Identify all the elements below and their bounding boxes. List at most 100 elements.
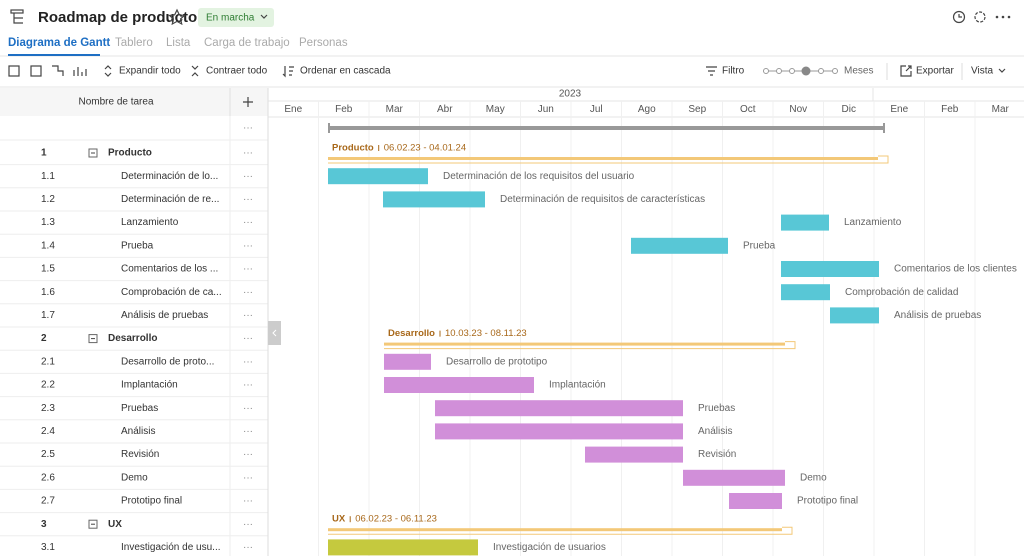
task-bar[interactable] — [328, 168, 428, 185]
filter[interactable]: Filtro — [722, 66, 745, 77]
row-menu[interactable]: ··· — [243, 171, 253, 182]
export[interactable]: Exportar — [916, 66, 954, 77]
task-name[interactable]: Implantación — [121, 380, 178, 391]
more-dot[interactable] — [1001, 15, 1005, 19]
zoom-step[interactable] — [789, 68, 795, 74]
row-menu[interactable]: ··· — [243, 287, 253, 298]
task-name[interactable]: Análisis — [121, 426, 155, 437]
group-name[interactable]: UX — [108, 519, 122, 530]
row-menu[interactable]: ··· — [243, 426, 253, 437]
task-id: 1.4 — [41, 240, 55, 251]
task-name[interactable]: Lanzamiento — [121, 217, 179, 228]
zoom-step[interactable] — [818, 68, 824, 74]
task-name[interactable]: Demo — [121, 472, 148, 483]
task-bar[interactable] — [781, 214, 829, 231]
task-bar[interactable] — [435, 423, 683, 440]
month-label: Abr — [437, 104, 453, 115]
bar-label: Revisión — [698, 449, 736, 460]
task-bar[interactable] — [729, 493, 782, 509]
cascade-sort[interactable]: Ordenar en cascada — [300, 66, 391, 77]
row-menu[interactable]: ··· — [243, 217, 253, 228]
task-bar[interactable] — [683, 469, 785, 486]
bar-label: Análisis — [698, 426, 732, 437]
task-bar[interactable] — [384, 377, 534, 393]
task-name[interactable]: Comentarios de los ... — [121, 264, 218, 275]
task-name[interactable]: Revisión — [121, 449, 159, 460]
page-title: Roadmap de producto — [38, 9, 197, 26]
group-name[interactable]: Desarrollo — [108, 333, 157, 344]
row-menu[interactable]: ··· — [243, 356, 253, 367]
row-menu[interactable]: ··· — [243, 472, 253, 483]
zoom-step[interactable] — [832, 68, 838, 74]
tab[interactable]: Carga de trabajo — [204, 37, 290, 49]
task-bar[interactable] — [585, 446, 683, 463]
task-name[interactable]: Pruebas — [121, 403, 158, 414]
month-label: Mar — [992, 104, 1010, 115]
task-bar[interactable] — [631, 237, 728, 254]
view[interactable]: Vista — [971, 66, 993, 77]
row-menu[interactable]: ··· — [243, 333, 253, 344]
bar-label: Pruebas — [698, 403, 735, 414]
history-hand — [958, 14, 962, 18]
row-menu[interactable]: ··· — [243, 380, 253, 391]
row-menu[interactable]: ··· — [243, 148, 253, 159]
row-menu[interactable]: ··· — [243, 542, 253, 553]
tool-icon[interactable] — [73, 67, 87, 76]
collapse-all[interactable]: Contraer todo — [206, 66, 268, 77]
task-bar[interactable] — [384, 353, 431, 370]
task-bar[interactable] — [830, 307, 879, 324]
task-name[interactable]: Análisis de pruebas — [121, 310, 208, 321]
month-label: Oct — [740, 104, 756, 115]
task-name[interactable]: Determinación de re... — [121, 194, 219, 205]
expand-all[interactable]: Expandir todo — [119, 66, 181, 77]
timeline: 2023 Ene Feb Mar Abr May Jun Jul Ago Sep Oct Nov Dic… — [268, 88, 1024, 556]
tab[interactable]: Personas — [299, 37, 348, 49]
tab[interactable]: Tablero — [115, 37, 153, 49]
settings-icon[interactable] — [974, 11, 986, 23]
favorite-star[interactable] — [168, 8, 186, 26]
row-menu[interactable]: ··· — [243, 194, 253, 205]
task-name[interactable]: Desarrollo de proto... — [121, 356, 214, 367]
task-name[interactable]: Determinación de lo... — [121, 171, 218, 182]
tab[interactable]: Lista — [166, 37, 191, 49]
tool-icon[interactable] — [8, 65, 20, 77]
group-label: Producto — [332, 143, 374, 154]
export-icon — [900, 65, 912, 77]
zoom-step[interactable] — [776, 68, 782, 74]
task-id: 2.2 — [41, 380, 55, 391]
task-bar[interactable] — [435, 400, 683, 417]
row-menu[interactable]: ··· — [243, 519, 253, 530]
tool-icon[interactable] — [52, 65, 64, 76]
row-menu[interactable]: ··· — [243, 496, 253, 507]
task-id: 2.1 — [41, 356, 55, 367]
row-menu[interactable]: ··· — [243, 123, 253, 134]
group-name[interactable]: Producto — [108, 148, 152, 159]
task-name[interactable]: Prototipo final — [121, 496, 182, 507]
add-column[interactable] — [243, 97, 253, 107]
tab[interactable]: Diagrama de Gantt — [8, 37, 110, 49]
history-icon[interactable] — [952, 10, 966, 24]
row-menu[interactable]: ··· — [243, 264, 253, 275]
row-menu[interactable]: ··· — [243, 310, 253, 321]
row-menu[interactable]: ··· — [243, 240, 253, 251]
more-dot[interactable] — [1007, 15, 1011, 19]
month-label: Ene — [890, 104, 908, 115]
collapse-pane[interactable] — [268, 321, 281, 345]
task-bar[interactable] — [781, 284, 830, 301]
row-menu[interactable]: ··· — [243, 403, 253, 414]
zoom-handle[interactable] — [801, 66, 811, 76]
task-bar[interactable] — [781, 261, 879, 277]
bar-label: Comprobación de calidad — [845, 287, 958, 298]
task-name[interactable]: Prueba — [121, 240, 154, 251]
task-bar[interactable] — [328, 539, 478, 556]
zoom-step[interactable] — [763, 68, 769, 74]
task-name[interactable]: Comprobación de ca... — [121, 287, 222, 298]
month-label: Ago — [638, 104, 656, 115]
tool-icon[interactable] — [30, 65, 42, 77]
row-menu[interactable]: ··· — [243, 449, 253, 460]
more-dot[interactable] — [995, 15, 999, 19]
task-bar[interactable] — [383, 191, 485, 208]
month-label: Feb — [335, 104, 353, 115]
status-pill[interactable] — [198, 8, 274, 27]
task-name[interactable]: Investigación de usu... — [121, 542, 221, 553]
